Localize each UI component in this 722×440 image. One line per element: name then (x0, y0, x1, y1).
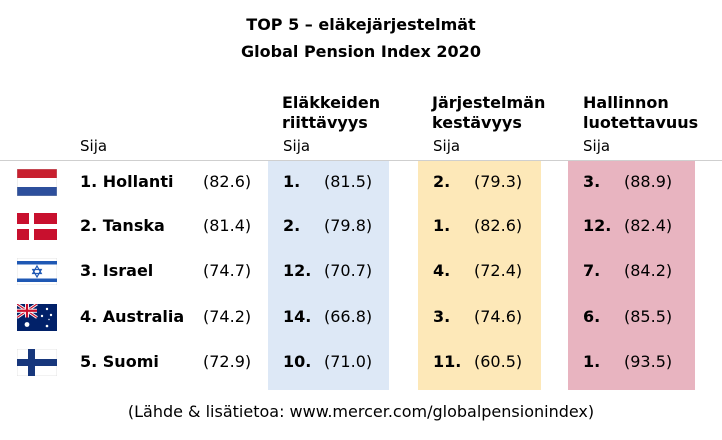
sustainability-score: (82.6) (474, 216, 523, 235)
country-name: 3. Israel (80, 261, 154, 280)
sustainability-column-band (418, 160, 541, 390)
adequacy-rank: 1. (283, 172, 301, 191)
integrity-score: (82.4) (624, 216, 673, 235)
sustainability-rank: 11. (433, 352, 462, 371)
chart-subtitle: Global Pension Index 2020 (241, 42, 481, 61)
sustainability-score: (74.6) (474, 307, 523, 326)
integrity-rank: 1. (583, 352, 601, 371)
australia-flag-icon (16, 302, 57, 331)
adequacy-score: (79.8) (324, 216, 373, 235)
table-row: 5. Suomi (72.9) 10. (71.0) 11. (60.5) 1. (93.5) (0, 346, 722, 380)
integrity-score: (84.2) (624, 261, 673, 280)
integrity-score: (85.5) (624, 307, 673, 326)
adequacy-rank: 2. (283, 216, 301, 235)
sustainability-header-line1: Järjestelmän (432, 93, 546, 112)
overall-score: (74.2) (203, 307, 252, 326)
adequacy-score: (81.5) (324, 172, 373, 191)
integrity-rank: 7. (583, 261, 601, 280)
integrity-column-band (568, 160, 695, 390)
sustainability-rank: 3. (433, 307, 451, 326)
integrity-score: (88.9) (624, 172, 673, 191)
sustainability-header: Järjestelmän kestävyys (432, 93, 545, 133)
country-name: 1. Hollanti (80, 172, 174, 191)
finland-flag-icon (16, 348, 58, 377)
denmark-flag-icon (17, 213, 57, 240)
source-note: (Lähde & lisätietoa: www.mercer.com/glob… (127, 402, 595, 421)
integrity-header-line2: luotettavuus (583, 113, 699, 132)
overall-score: (72.9) (203, 352, 252, 371)
netherlands-flag-icon (16, 168, 58, 197)
country-name: 4. Australia (80, 307, 185, 326)
adequacy-rank: 12. (283, 261, 312, 280)
integrity-rank: 12. (583, 216, 612, 235)
adequacy-rank: 14. (283, 307, 312, 326)
integrity-rank: 3. (583, 172, 601, 191)
integrity-rank: 6. (583, 307, 601, 326)
integrity-header: Hallinnon luotettavuus (583, 93, 698, 133)
table-row: 1. Hollanti (82.6) 1. (81.5) 2. (79.3) 3. (88.9… (0, 166, 722, 200)
adequacy-score: (71.0) (324, 352, 373, 371)
overall-score: (82.6) (203, 172, 252, 191)
adequacy-rank-subheader: Sija (283, 137, 311, 155)
sustainability-rank: 4. (433, 261, 451, 280)
sustainability-score: (72.4) (474, 261, 523, 280)
sustainability-score: (79.3) (474, 172, 523, 191)
adequacy-header: Eläkkeiden riittävyys (282, 93, 380, 133)
adequacy-score: (66.8) (324, 307, 373, 326)
table-row: 2. Tanska (81.4) 2. (79.8) 1. (82.6) 12. (82.4) (0, 210, 722, 244)
country-name: 2. Tanska (80, 216, 165, 235)
sustainability-score: (60.5) (474, 352, 523, 371)
adequacy-header-line1: Eläkkeiden (282, 93, 381, 112)
sustainability-rank-subheader: Sija (433, 137, 461, 155)
integrity-score: (93.5) (624, 352, 673, 371)
overall-score: (74.7) (203, 261, 252, 280)
overall-rank-subheader: Sija (80, 137, 108, 155)
country-name: 5. Suomi (80, 352, 159, 371)
overall-score: (81.4) (203, 216, 252, 235)
integrity-header-line1: Hallinnon (583, 93, 669, 112)
adequacy-column-band (268, 160, 389, 390)
chart-title: TOP 5 – eläkejärjestelmät (246, 15, 476, 34)
sustainability-header-line2: kestävyys (432, 113, 522, 132)
header-divider (0, 160, 722, 161)
israel-flag-icon (16, 257, 58, 286)
sustainability-rank: 2. (433, 172, 451, 191)
adequacy-score: (70.7) (324, 261, 373, 280)
integrity-rank-subheader: Sija (583, 137, 611, 155)
adequacy-header-line2: riittävyys (282, 113, 368, 132)
table-row: 3. Israel (74.7) 12. (70.7) 4. (72.4) 7. (84.2) (0, 255, 722, 289)
table-row: 4. Australia (74.2) 14. (66.8) 3. (74.6) 6. (85… (0, 301, 722, 335)
sustainability-rank: 1. (433, 216, 451, 235)
adequacy-rank: 10. (283, 352, 312, 371)
